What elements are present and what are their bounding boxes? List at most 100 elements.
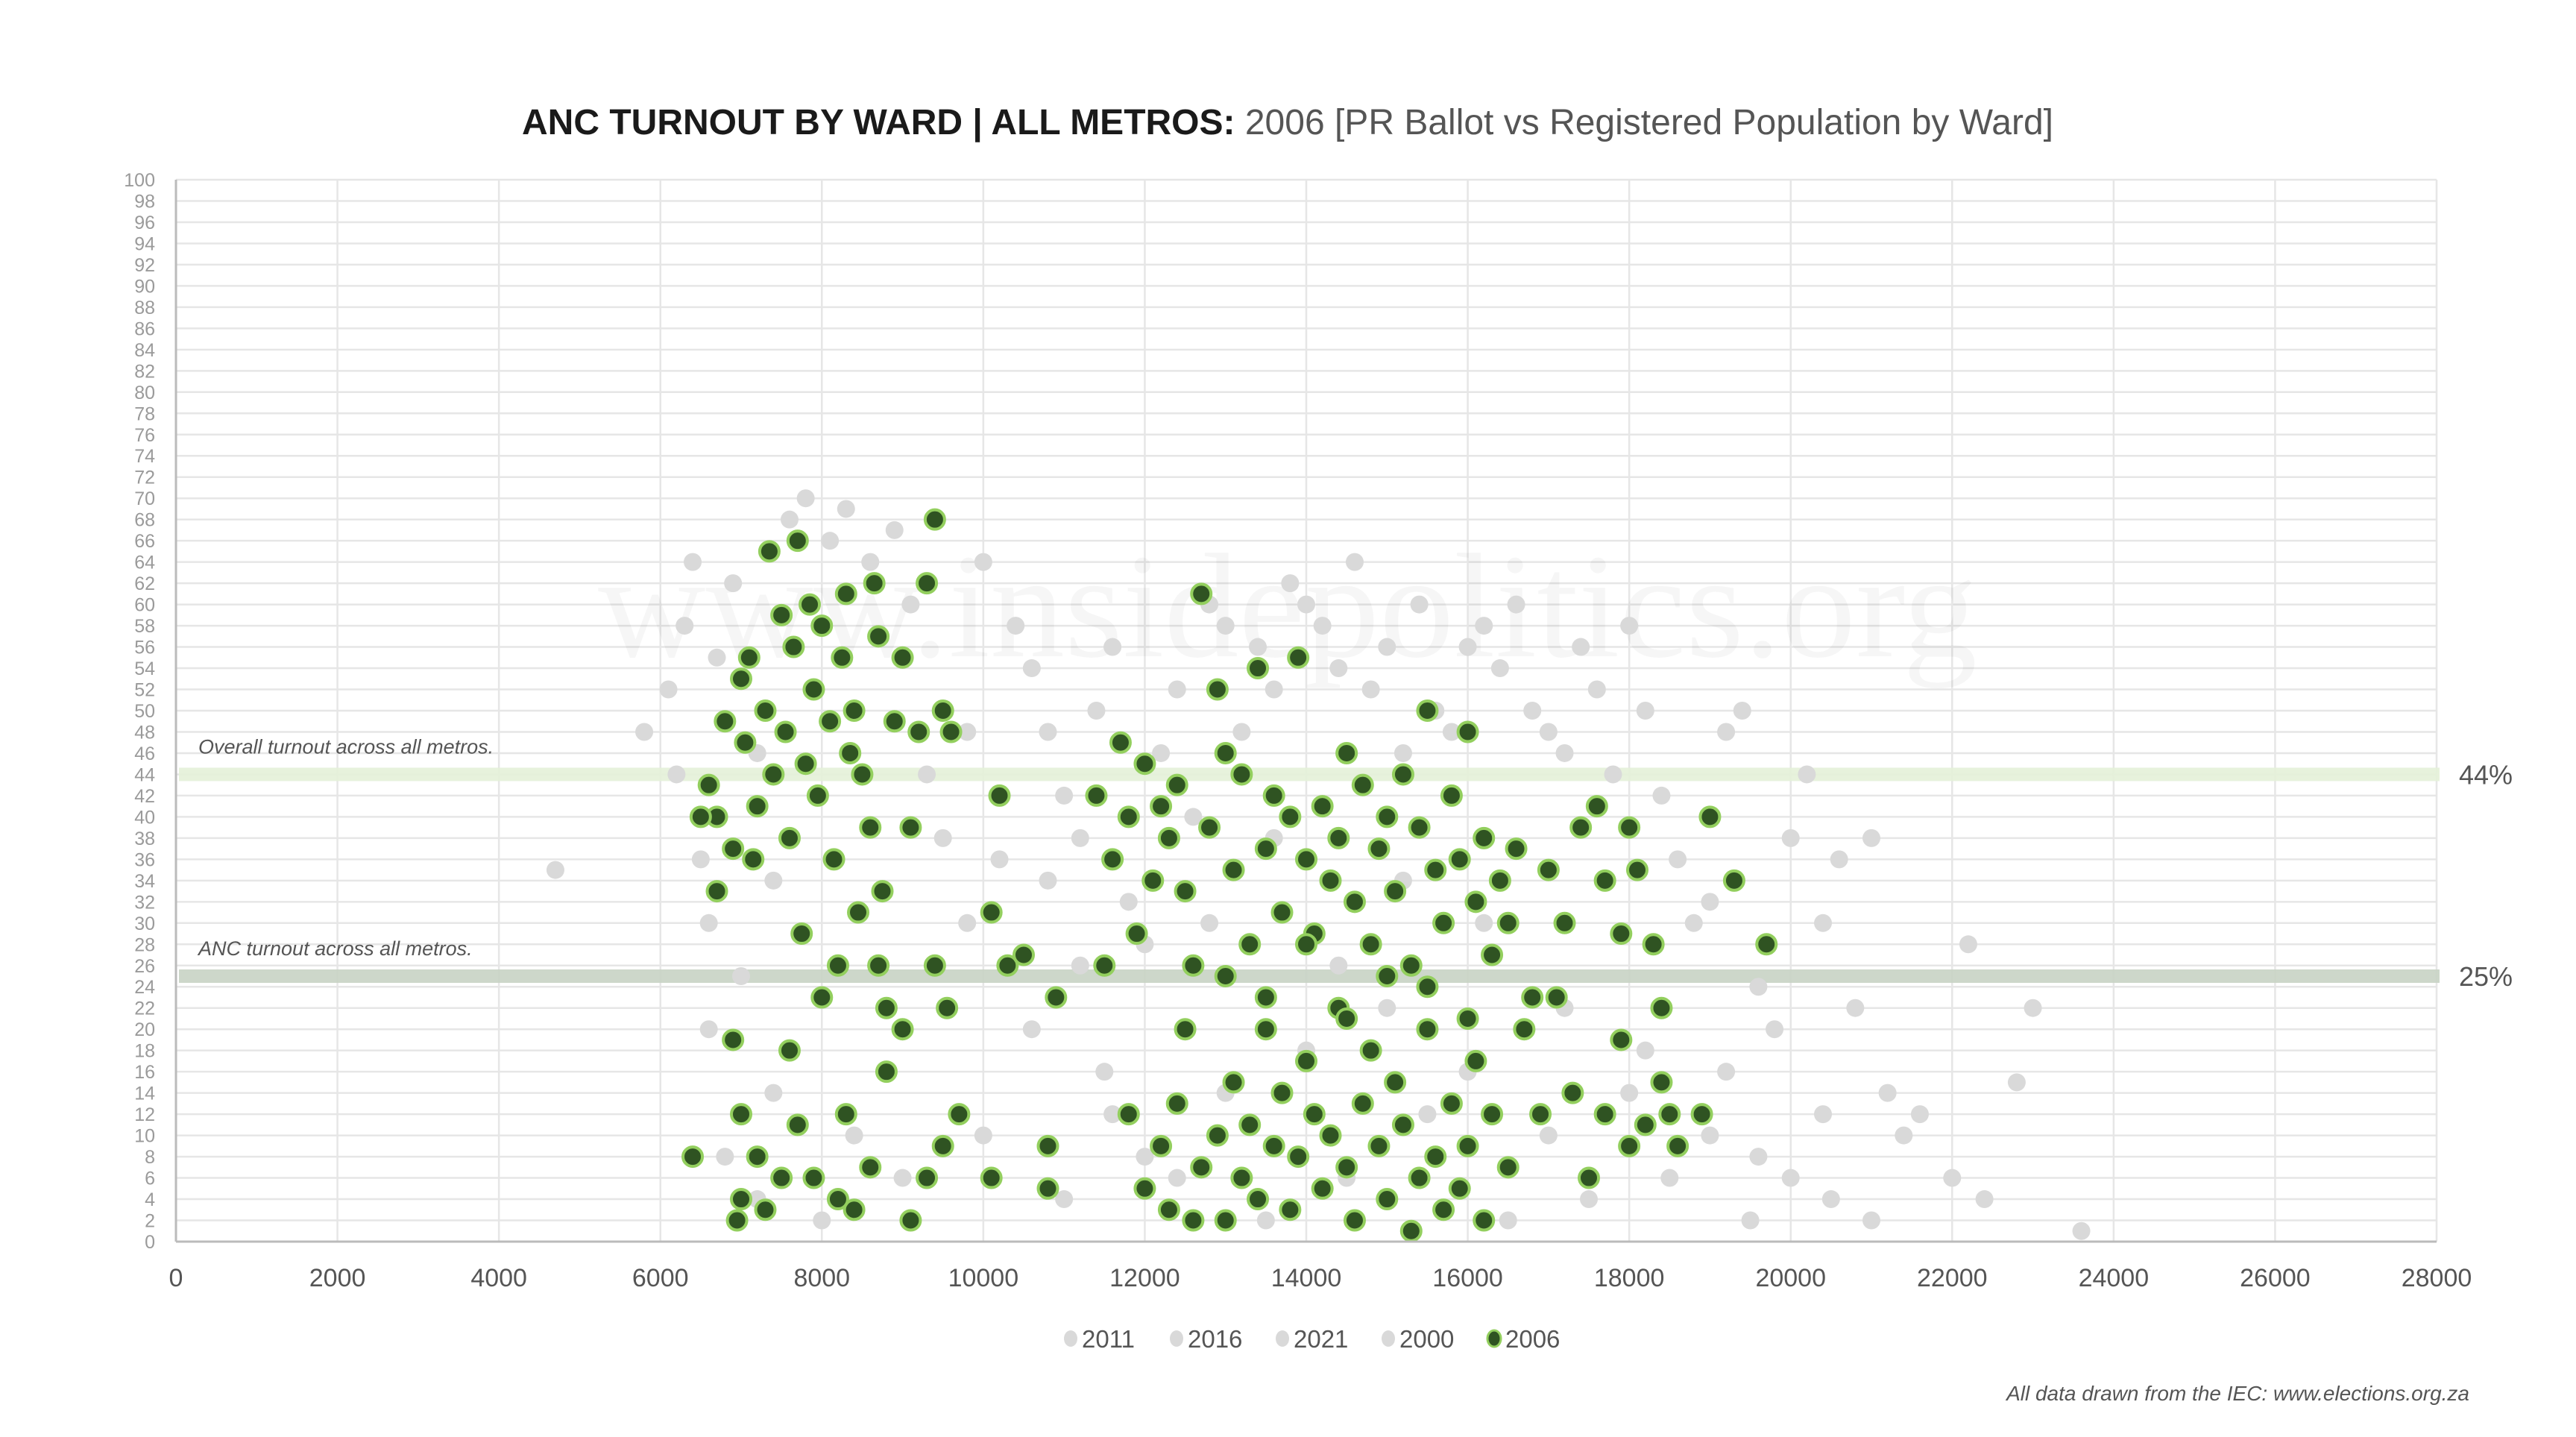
data-point-other [1959,935,1977,954]
legend-label-2016: 2016 [1188,1325,1242,1353]
data-point-2006 [1190,1156,1213,1179]
data-point-2006 [1359,1039,1382,1062]
data-point-2006 [1545,986,1568,1009]
data-point-other [861,553,880,571]
data-point-2006 [1214,1209,1237,1232]
x-tick-label: 16000 [1432,1264,1503,1292]
data-point-2006 [1174,1018,1197,1041]
data-point-other [1475,617,1493,635]
data-point-2006 [1214,741,1237,764]
data-point-other [1781,828,1800,847]
data-point-other [1232,723,1251,741]
data-point-2006 [1238,1113,1262,1136]
y-tick-label: 88 [134,298,155,318]
data-point-other [1378,999,1396,1017]
y-tick-label: 94 [134,233,155,254]
data-point-2006 [1593,1103,1616,1126]
data-point-2006 [730,1103,752,1126]
data-point-2006 [1117,1103,1140,1126]
data-point-2006 [1690,1103,1713,1126]
data-point-other [2007,1073,2026,1092]
data-point-other [691,850,710,869]
x-tick-label: 2000 [309,1264,366,1292]
y-tick-label: 84 [134,340,155,361]
y-tick-label: 10 [134,1126,155,1147]
data-point-other [1604,765,1622,784]
x-tick-label: 10000 [948,1264,1019,1292]
data-point-2006 [1125,922,1148,946]
data-point-2006 [1521,986,1544,1009]
data-point-2006 [1351,1092,1374,1115]
data-point-2006 [867,954,890,977]
data-point-other [1119,893,1138,911]
data-point-2006 [1618,816,1641,839]
data-point-2006 [863,572,886,595]
data-point-2006 [806,784,829,807]
data-point-other [1329,659,1348,678]
data-point-other [1620,1084,1639,1102]
data-point-2006 [1254,837,1277,861]
data-point-2006 [786,529,809,553]
data-point-2006 [1214,965,1237,987]
data-point-2006 [754,699,777,722]
chart-title-rest: 2006 [PR Ballot vs Registered Population… [1235,103,2053,142]
data-point-other [1717,723,1736,741]
data-point-2006 [1593,869,1616,892]
legend-label-2021: 2021 [1294,1325,1348,1353]
data-point-2006 [1537,858,1560,881]
data-point-2006 [1553,911,1576,934]
data-point-other [1458,638,1477,656]
data-point-2006 [1456,1134,1479,1157]
data-point-2006 [1190,582,1213,606]
data-point-2006 [1440,1092,1463,1115]
data-point-other [1055,1190,1074,1209]
data-point-2006 [1182,1209,1205,1232]
data-point-other [1007,617,1025,635]
data-point-2006 [810,614,834,638]
data-point-2006 [730,667,752,691]
data-point-2006 [1254,1018,1277,1041]
data-point-other [1499,1211,1517,1230]
data-point-2006 [1295,848,1317,871]
legend-marker-2021 [1276,1330,1289,1347]
y-tick-label: 62 [134,573,155,594]
data-point-2006 [786,1113,809,1136]
data-point-other [1418,1105,1437,1124]
data-point-2006 [1327,826,1350,849]
data-point-2006 [1610,1028,1633,1051]
data-point-other [1766,1020,1784,1039]
data-point-2006 [1488,869,1511,892]
data-point-2006 [1303,1103,1326,1126]
data-point-2006 [1650,1071,1673,1094]
grid [174,178,2438,1243]
data-point-2006 [802,1166,825,1189]
y-tick-label: 4 [145,1189,155,1210]
y-tick-label: 56 [134,638,155,658]
data-point-2006 [1182,954,1205,977]
data-point-2006 [1351,773,1374,796]
data-point-2006 [1416,699,1439,722]
data-point-2006 [859,1156,882,1179]
y-tick-label: 34 [134,871,155,892]
data-point-other [1297,595,1315,614]
data-point-2006 [1578,1166,1600,1189]
data-point-other [1490,659,1509,678]
data-point-other [813,1211,831,1230]
data-point-2006 [1198,816,1221,839]
data-point-other [1345,553,1364,571]
y-tick-label: 6 [145,1169,155,1189]
data-point-other [821,532,840,550]
data-point-2006 [1561,1081,1584,1104]
data-point-other [1152,743,1171,762]
data-point-2006 [899,816,922,839]
data-point-2006 [1432,1198,1455,1221]
data-point-other [1701,893,1719,911]
data-point-2006 [1141,869,1165,892]
data-point-2006 [1150,795,1173,818]
data-point-2006 [980,901,1003,924]
data-point-other [1168,680,1186,699]
x-tick-label: 24000 [2079,1264,2150,1292]
data-point-2006 [705,880,728,903]
data-point-2006 [891,646,914,669]
